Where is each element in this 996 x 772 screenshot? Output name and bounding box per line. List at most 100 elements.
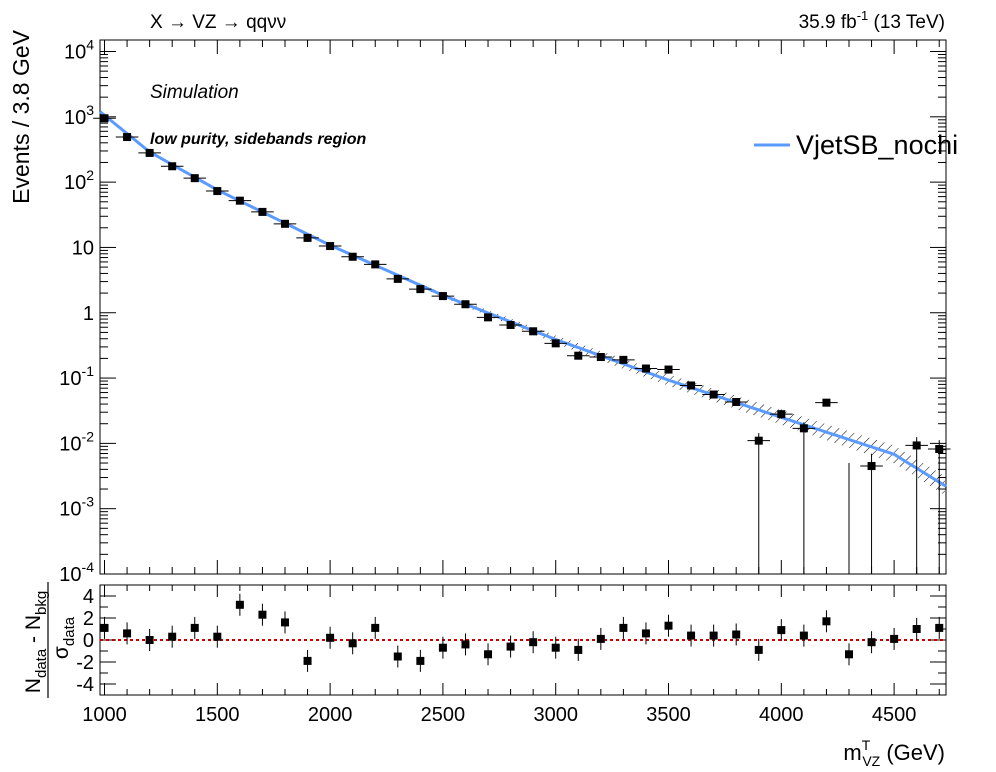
ratio-point	[235, 600, 244, 609]
ratio-point	[664, 621, 673, 630]
ratio-point	[732, 630, 741, 639]
data-point	[145, 148, 154, 157]
ratio-point	[393, 652, 402, 661]
ratio-point	[935, 623, 944, 632]
ratio-point	[484, 650, 493, 659]
ratio-y-tick-label: 4	[83, 586, 94, 608]
legend-label: VjetSB_nochi	[796, 130, 958, 160]
x-tick-label: 4000	[759, 704, 804, 726]
data-point	[484, 313, 493, 322]
data-point	[777, 410, 786, 419]
y-tick-label: 10-4	[59, 559, 94, 586]
ratio-point	[754, 645, 763, 654]
data-point	[123, 133, 132, 142]
ratio-point	[303, 656, 312, 665]
data-point	[416, 285, 425, 294]
main-plot-frame	[99, 39, 947, 575]
ratio-point	[213, 632, 222, 641]
y-tick-label: 10	[72, 237, 94, 259]
ratio-point	[100, 623, 109, 632]
ratio-point	[123, 629, 132, 638]
y-tick-label: 1	[83, 303, 94, 325]
data-point	[258, 207, 267, 216]
ratio-y-tick-label: -4	[76, 674, 94, 696]
ratio-point	[551, 643, 560, 652]
data-point	[461, 300, 470, 309]
data-point	[574, 351, 583, 360]
data-point	[551, 339, 560, 348]
ratio-point	[348, 639, 357, 648]
ratio-point	[168, 632, 177, 641]
ratio-point	[822, 617, 831, 626]
ratio-point	[574, 645, 583, 654]
data-point	[168, 162, 177, 171]
data-point	[641, 364, 650, 373]
ratio-point	[529, 638, 538, 647]
region-label: low purity, sidebands region	[150, 131, 367, 148]
legend: VjetSB_nochi	[754, 130, 958, 160]
data-point	[213, 187, 222, 196]
ratio-y-tick-label: 0	[83, 630, 94, 652]
ratio-point	[799, 631, 808, 640]
y-tick-label: 104	[64, 37, 94, 64]
svg-text:σdata: σdata	[50, 616, 78, 659]
data-point	[506, 320, 515, 329]
x-tick-label: 1000	[82, 704, 127, 726]
data-point	[190, 174, 199, 183]
process-label: X → VZ → qqνν	[150, 12, 286, 33]
ratio-y-tick-label: 2	[83, 608, 94, 630]
ratio-point	[438, 643, 447, 652]
x-tick-label: 2000	[308, 704, 353, 726]
data-point	[935, 445, 944, 454]
data-point	[754, 436, 763, 445]
svg-text:Ndata - Nbkg: Ndata - Nbkg	[22, 591, 50, 693]
ratio-point	[912, 625, 921, 633]
ratio-point	[687, 631, 696, 640]
y-tick-label: 10-3	[59, 494, 94, 521]
fit-uncertainty-band	[397, 273, 945, 496]
x-tick-label: 2500	[421, 704, 466, 726]
data-point	[664, 365, 673, 374]
data-point	[438, 292, 447, 301]
ratio-point	[280, 618, 289, 627]
ratio-point	[777, 626, 786, 635]
ratio-plot: 420-2-4 1000 1500 2000 2500 3000 3500 4000 4500	[76, 584, 946, 726]
data-point	[709, 390, 718, 399]
data-point	[235, 196, 244, 205]
data-point	[348, 252, 357, 261]
data-point	[687, 381, 696, 390]
y-tick-label: 10-1	[59, 363, 94, 390]
x-tick-label: 3500	[646, 704, 691, 726]
data-point	[529, 327, 538, 336]
y-tick-label: 103	[64, 102, 94, 129]
ratio-y-tick-label: -2	[76, 652, 94, 674]
data-point	[280, 219, 289, 228]
data-point	[596, 353, 605, 362]
y-tick-label: 10-2	[59, 428, 94, 455]
data-point	[799, 424, 808, 433]
ratio-point	[709, 631, 718, 640]
ratio-point	[619, 623, 628, 632]
x-tick-label: 4500	[872, 704, 917, 726]
data-point	[912, 441, 921, 450]
x-tick-label: 3000	[533, 704, 578, 726]
fit-curve	[99, 110, 947, 488]
ratio-point	[326, 633, 335, 642]
ratio-point	[506, 642, 515, 651]
x-axis-label: mT VZ (GeV)	[843, 737, 945, 769]
data-point	[619, 355, 628, 364]
data-point	[326, 242, 335, 251]
simulation-label: Simulation	[150, 82, 239, 103]
data-point	[732, 398, 741, 407]
x-tick-label: 1500	[195, 704, 240, 726]
data-point	[822, 398, 831, 407]
data-point	[867, 462, 876, 471]
y-tick-label: 102	[64, 167, 94, 194]
ratio-point	[461, 640, 470, 649]
ratio-point	[844, 650, 853, 659]
ratio-point	[641, 629, 650, 638]
data-point	[371, 260, 380, 269]
ratio-point	[190, 623, 199, 632]
